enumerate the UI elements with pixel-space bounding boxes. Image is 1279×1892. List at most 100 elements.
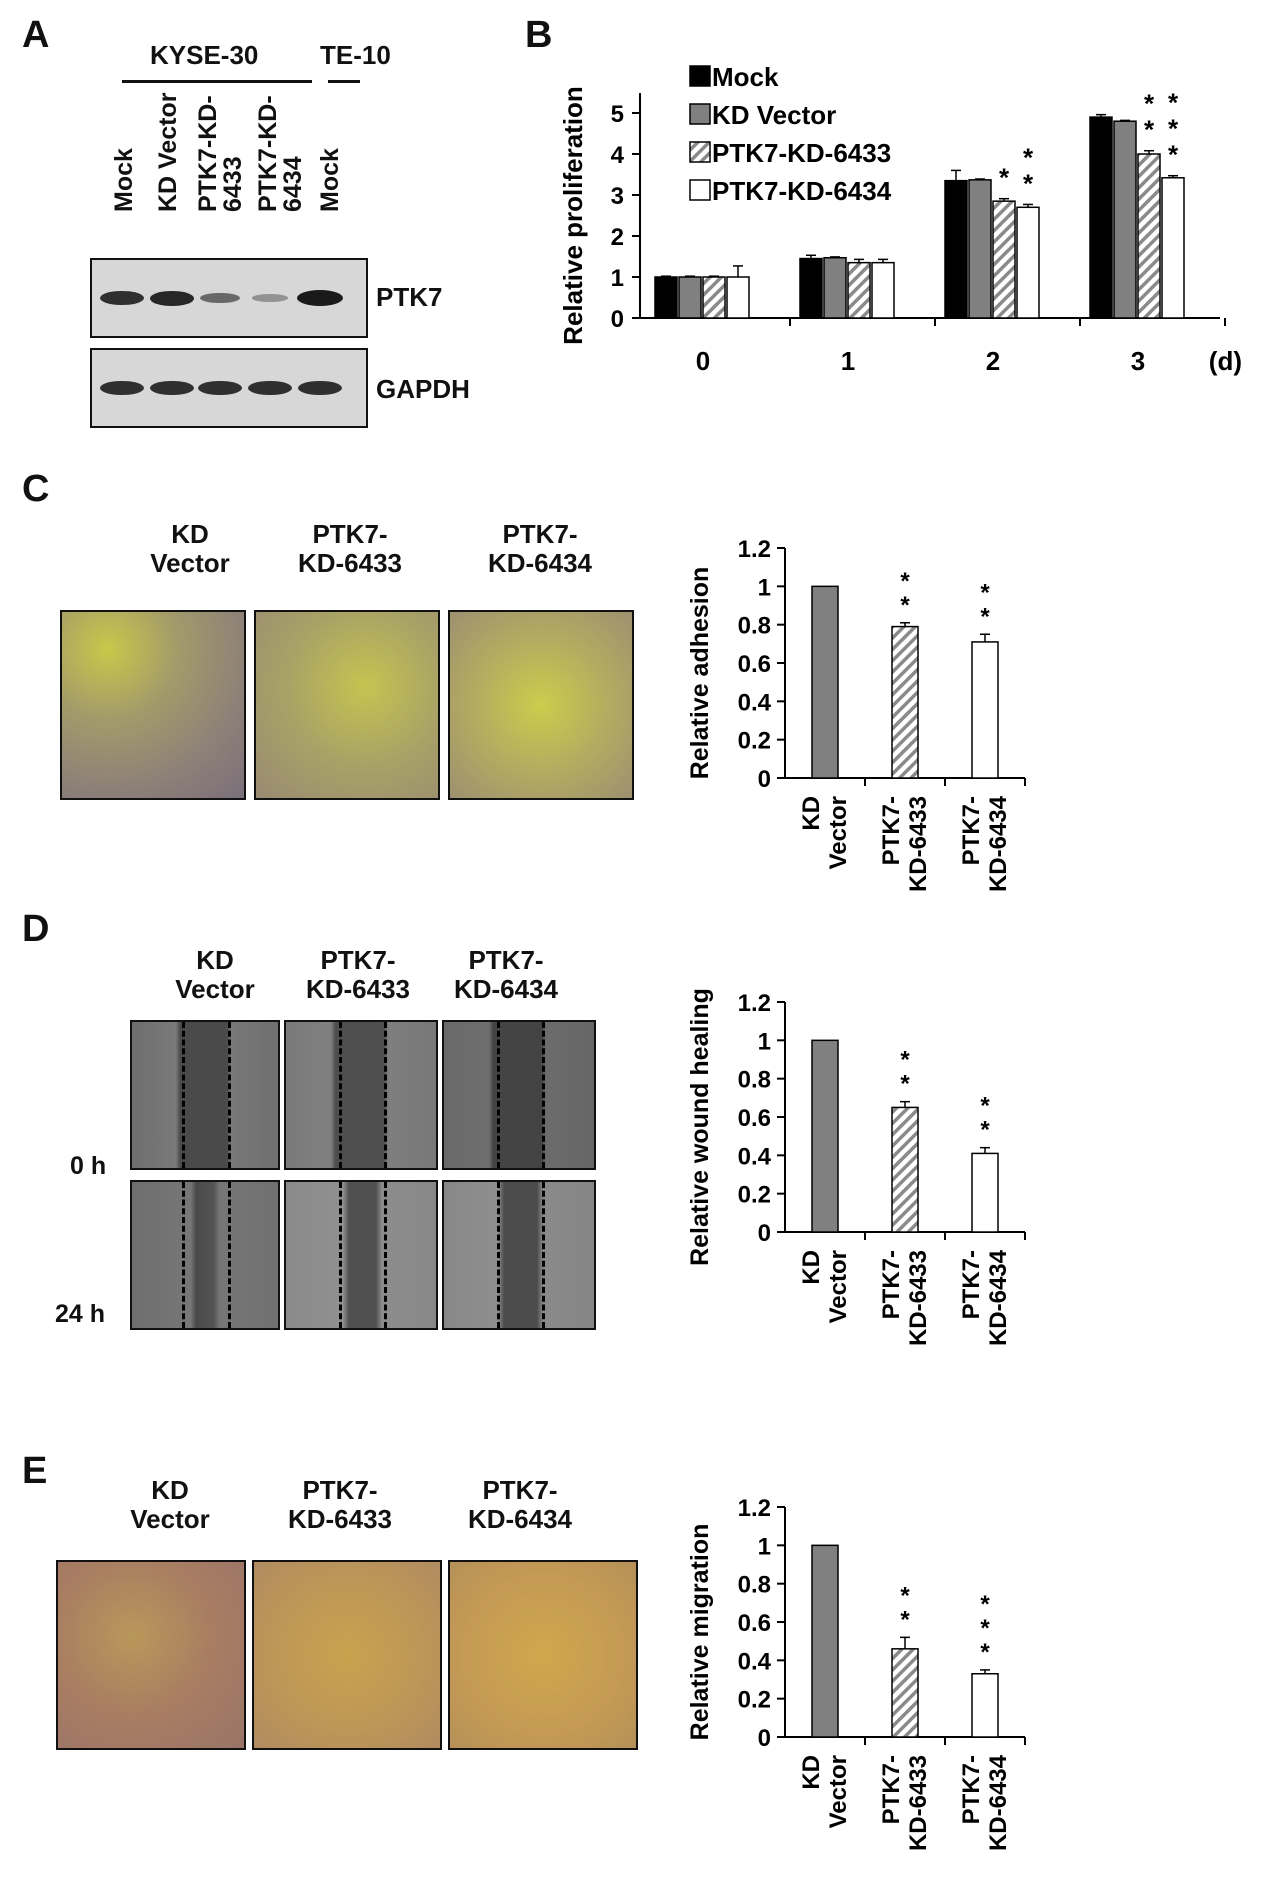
- significance-mark: *: [900, 1071, 910, 1098]
- significance-mark: *: [980, 1615, 990, 1642]
- condition-label-kd-vector: KD Vector: [130, 1475, 210, 1534]
- legend-entry: PTK7-KD-6434: [712, 176, 892, 206]
- y-tick-label: 0.8: [738, 1572, 771, 1599]
- bar-1: [891, 625, 919, 779]
- y-tick-label: 0: [758, 1725, 771, 1752]
- bar-1: [891, 1106, 919, 1233]
- bar-kd-vector: [968, 179, 992, 319]
- gapdh-band: [297, 380, 343, 396]
- significance-mark: *: [900, 1047, 910, 1074]
- bar-2: [971, 1152, 999, 1233]
- bar-ptk7-kd-6433: [992, 200, 1016, 319]
- gapdh-band: [149, 380, 195, 396]
- y-tick-label: 2: [611, 224, 624, 251]
- panel-label-a: A: [22, 14, 50, 56]
- legend-entry: Mock: [712, 62, 779, 92]
- bar-ptk7-kd-6434: [726, 276, 750, 319]
- ptk7-band: [99, 290, 145, 306]
- y-tick-label: 1: [611, 265, 624, 292]
- legend-entry: KD Vector: [712, 100, 836, 130]
- x-tick-label: PTK7-: [878, 1250, 905, 1319]
- protein-label-gapdh: GAPDH: [376, 374, 470, 404]
- significance-mark: *: [980, 1093, 990, 1120]
- x-tick-label: PTK7-: [878, 1755, 905, 1824]
- bar-mock: [1089, 116, 1113, 319]
- bar-ptk7-kd-6434: [1161, 177, 1185, 319]
- significance-mark: *: [980, 579, 990, 606]
- significance-mark: *: [1023, 142, 1034, 172]
- x-tick-label: 0: [696, 346, 710, 376]
- wound-image-0h-kd-6434: [442, 1020, 596, 1170]
- bar-ptk7-kd-6433: [1137, 153, 1161, 319]
- bar-0: [811, 1544, 839, 1738]
- bar-mock: [799, 257, 823, 319]
- legend-entry: PTK7-KD-6433: [712, 138, 891, 168]
- adhesion-image-kd-6434: [448, 610, 634, 800]
- x-tick-label: 2: [986, 346, 1000, 376]
- migration-image-kd-6433: [252, 1560, 442, 1750]
- y-tick-label: 4: [611, 142, 625, 169]
- x-tick-label: Vector: [825, 1250, 852, 1323]
- group-line-te10: [328, 80, 360, 83]
- x-tick-label: PTK7-: [958, 1755, 985, 1824]
- migration-image-kd-vector: [56, 1560, 246, 1750]
- significance-mark: *: [980, 1117, 990, 1144]
- protein-label-ptk7: PTK7: [376, 282, 443, 312]
- significance-mark: *: [1023, 168, 1034, 198]
- legend-swatch: [689, 179, 711, 201]
- lane-label-kd-vector: KD Vector: [154, 92, 182, 212]
- lane-label-mock: Mock: [110, 148, 138, 212]
- panel-label-d: D: [22, 908, 50, 950]
- x-unit-label: (d): [1209, 346, 1242, 376]
- significance-mark: *: [1144, 115, 1155, 145]
- y-tick-label: 0.4: [738, 689, 772, 716]
- condition-label-kd-6434: PTK7- KD-6434: [467, 1475, 573, 1534]
- group-label-kyse30: KYSE-30: [150, 40, 259, 70]
- bar-0: [811, 585, 839, 779]
- group-line-kyse30: [122, 80, 312, 83]
- bar-0: [811, 1039, 839, 1233]
- x-tick-label: Vector: [825, 796, 852, 869]
- y-tick-label: 0: [611, 306, 624, 333]
- condition-label-kd-6433: PTK7- KD-6433: [297, 519, 403, 578]
- y-tick-label: 0.2: [738, 728, 771, 755]
- bar-ptk7-kd-6434: [1016, 206, 1040, 319]
- y-axis-label: Relative wound healing: [686, 988, 714, 1266]
- x-tick-label: KD-6433: [905, 796, 932, 892]
- bar-1: [891, 1648, 919, 1738]
- x-tick-label: KD: [798, 1250, 825, 1285]
- significance-mark: *: [900, 592, 910, 619]
- lane-label-te10-mock: Mock: [316, 148, 344, 212]
- x-tick-label: KD: [798, 1755, 825, 1790]
- y-tick-label: 1: [758, 574, 771, 601]
- significance-mark: *: [980, 1591, 990, 1618]
- significance-mark: *: [1168, 88, 1179, 118]
- y-tick-label: 0.8: [738, 1067, 771, 1094]
- x-tick-label: PTK7-: [958, 1250, 985, 1319]
- significance-mark: *: [999, 163, 1010, 193]
- timepoint-label-0h: 0 h: [70, 1152, 107, 1180]
- x-tick-label: PTK7-: [878, 796, 905, 865]
- panel-label-e: E: [22, 1450, 48, 1492]
- panel-label-b: B: [525, 14, 553, 56]
- ptk7-band: [200, 292, 240, 304]
- x-tick-label: KD-6434: [985, 1249, 1012, 1346]
- y-tick-label: 1: [758, 1028, 771, 1055]
- y-tick-label: 0: [758, 766, 771, 793]
- condition-label-kd-6433: PTK7- KD-6433: [287, 1475, 393, 1534]
- adhesion-image-kd-vector: [60, 610, 246, 800]
- ptk7-band: [149, 290, 195, 306]
- y-axis-label: Relative migration: [686, 1524, 714, 1741]
- x-tick-label: Vector: [825, 1755, 852, 1828]
- condition-label-kd-vector: KD Vector: [175, 945, 255, 1004]
- y-tick-label: 0: [758, 1220, 771, 1247]
- gapdh-blot: [90, 348, 368, 428]
- legend-swatch: [689, 141, 711, 163]
- timepoint-label-24h: 24 h: [55, 1300, 106, 1328]
- condition-label-kd-6434: PTK7- KD-6434: [487, 519, 593, 578]
- significance-mark: *: [980, 603, 990, 630]
- significance-mark: *: [1144, 89, 1155, 119]
- bar-mock: [654, 276, 678, 319]
- significance-mark: *: [980, 1639, 990, 1666]
- adhesion-image-kd-6433: [254, 610, 440, 800]
